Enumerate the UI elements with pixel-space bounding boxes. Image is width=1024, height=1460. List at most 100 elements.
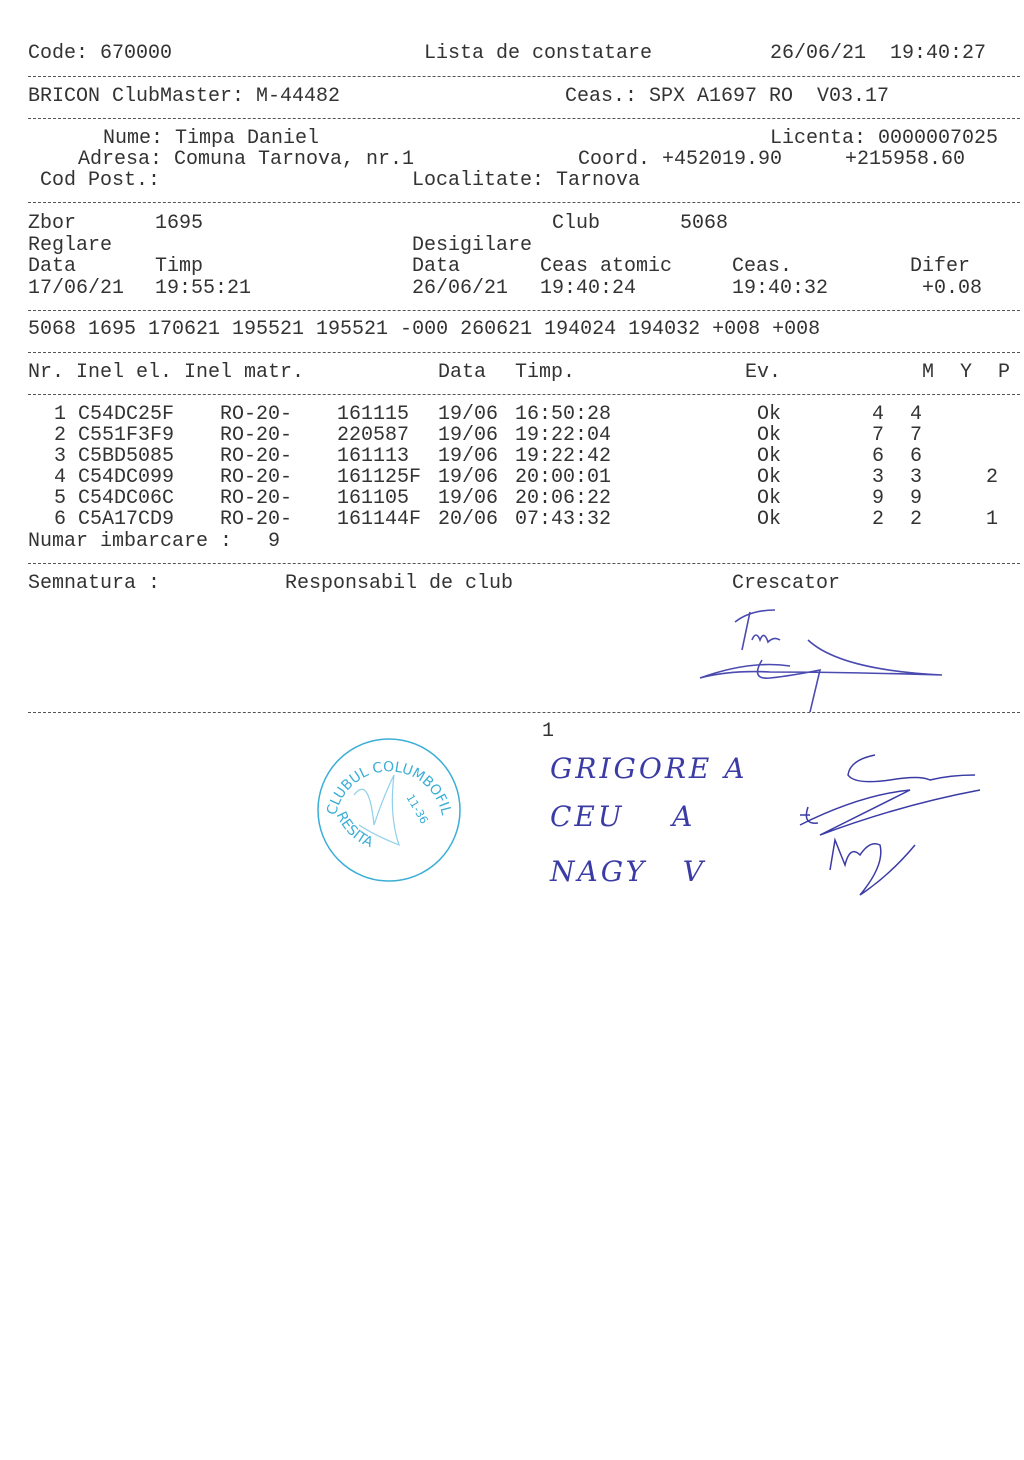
zbor-label: Zbor xyxy=(28,212,77,235)
th-timp: Timp. xyxy=(515,361,576,384)
divider xyxy=(28,202,1020,203)
document-title: Lista de constatare xyxy=(424,42,653,65)
th-nr-inel: Nr. Inel el. Inel matr. xyxy=(28,361,305,384)
desigilare-label: Desigilare xyxy=(412,234,533,257)
cell-y: 7 xyxy=(910,424,923,447)
cell-timp: 07:43:32 xyxy=(515,508,612,531)
v-data: 17/06/21 xyxy=(28,277,125,300)
cell-nr: 5 xyxy=(53,487,66,510)
club-responsible-label: Responsabil de club xyxy=(285,572,514,595)
postal-code: Cod Post.: xyxy=(40,169,161,192)
clubmaster: BRICON ClubMaster: M-44482 xyxy=(28,85,341,108)
cell-data: 19/06 xyxy=(438,487,499,510)
cell-m: 6 xyxy=(872,445,885,468)
cell-inel: C551F3F9 xyxy=(78,424,175,447)
cell-inel: C5BD5085 xyxy=(78,445,175,468)
signature-label: Semnatura : xyxy=(28,572,161,595)
h-data2: Data xyxy=(412,255,461,278)
print-datetime: 26/06/21 19:40:27 xyxy=(770,42,987,65)
cell-pref: RO-20- xyxy=(220,466,293,489)
cell-matr: 161125F xyxy=(337,466,422,489)
cell-p: 2 xyxy=(986,466,999,489)
locality: Localitate: Tarnova xyxy=(412,169,641,192)
cell-inel: C54DC06C xyxy=(78,487,175,510)
divider xyxy=(28,118,1020,119)
zbor-value: 1695 xyxy=(155,212,204,235)
h-ceas: Ceas. xyxy=(732,255,793,278)
pigeon-icon xyxy=(353,774,400,847)
v-atomic: 19:40:24 xyxy=(540,277,637,300)
cell-data: 19/06 xyxy=(438,403,499,426)
divider xyxy=(28,712,1020,713)
cell-ev: Ok xyxy=(757,403,782,426)
breeder-label: Crescator xyxy=(732,572,841,595)
cell-m: 2 xyxy=(872,508,885,531)
cell-y: 4 xyxy=(910,403,923,426)
divider xyxy=(28,76,1020,77)
fancier-name: Nume: Timpa Daniel xyxy=(103,127,320,150)
cell-timp: 19:22:04 xyxy=(515,424,612,447)
cell-ev: Ok xyxy=(757,445,782,468)
cell-timp: 19:22:42 xyxy=(515,445,612,468)
cell-pref: RO-20- xyxy=(220,445,293,468)
divider xyxy=(28,310,1020,311)
coord-2: +215958.60 xyxy=(845,148,966,171)
cell-data: 19/06 xyxy=(438,445,499,468)
cell-m: 7 xyxy=(872,424,885,447)
license: Licenta: 0000007025 xyxy=(770,127,999,150)
th-m: M xyxy=(922,361,935,384)
code-line: 5068 1695 170621 195521 195521 -000 2606… xyxy=(28,318,821,341)
cell-m: 3 xyxy=(872,466,885,489)
h-difer: Difer xyxy=(910,255,971,278)
divider xyxy=(28,394,1020,395)
h-atomic: Ceas atomic xyxy=(540,255,673,278)
cell-nr: 6 xyxy=(53,508,66,531)
divider xyxy=(28,352,1020,353)
cell-nr: 2 xyxy=(53,424,66,447)
coord: Coord. +452019.90 xyxy=(578,148,783,171)
svg-text:CLUBUL COLUMBOFIL: CLUBUL COLUMBOFIL xyxy=(324,759,454,817)
cell-matr: 161113 xyxy=(337,445,410,468)
reglare-label: Reglare xyxy=(28,234,113,257)
cell-nr: 1 xyxy=(53,403,66,426)
cell-nr: 3 xyxy=(53,445,66,468)
th-ev: Ev. xyxy=(745,361,782,384)
cell-y: 3 xyxy=(910,466,923,489)
club-value: 5068 xyxy=(680,212,729,235)
code: Code: 670000 xyxy=(28,42,173,65)
cell-p: 1 xyxy=(986,508,999,531)
cell-y: 6 xyxy=(910,445,923,468)
cell-pref: RO-20- xyxy=(220,487,293,510)
cell-pref: RO-20- xyxy=(220,403,293,426)
cell-y: 2 xyxy=(910,508,923,531)
cell-inel: C5A17CD9 xyxy=(78,508,175,531)
cell-ev: Ok xyxy=(757,466,782,489)
address: Adresa: Comuna Tarnova, nr.1 xyxy=(78,148,415,171)
club-label: Club xyxy=(552,212,601,235)
cell-inel: C54DC25F xyxy=(78,403,175,426)
cell-ev: Ok xyxy=(757,487,782,510)
cell-nr: 4 xyxy=(53,466,66,489)
th-p: P xyxy=(998,361,1011,384)
club-stamp: CLUBUL COLUMBOFIL RESITA 11-36 xyxy=(317,738,461,882)
h-data: Data xyxy=(28,255,77,278)
cell-data: 19/06 xyxy=(438,466,499,489)
handwritten-name-3: NAGY V xyxy=(550,855,707,888)
stamp-top-text: CLUBUL COLUMBOFIL xyxy=(324,759,454,817)
cell-matr: 161115 xyxy=(337,403,410,426)
page-number: 1 xyxy=(542,720,555,743)
stamp-number: 11-36 xyxy=(403,792,430,826)
svg-text:RESITA: RESITA xyxy=(333,809,376,851)
breeder-signature xyxy=(699,609,943,713)
handwritten-name-2: CEU A xyxy=(550,800,696,833)
cell-pref: RO-20- xyxy=(220,508,293,531)
cell-pref: RO-20- xyxy=(220,424,293,447)
clock-info: Ceas.: SPX A1697 RO V03.17 xyxy=(565,85,890,108)
cell-matr: 220587 xyxy=(337,424,410,447)
cell-m: 9 xyxy=(872,487,885,510)
cell-ev: Ok xyxy=(757,424,782,447)
th-data: Data xyxy=(438,361,487,384)
h-timp: Timp xyxy=(155,255,204,278)
cell-ev: Ok xyxy=(757,508,782,531)
v-timp: 19:55:21 xyxy=(155,277,252,300)
